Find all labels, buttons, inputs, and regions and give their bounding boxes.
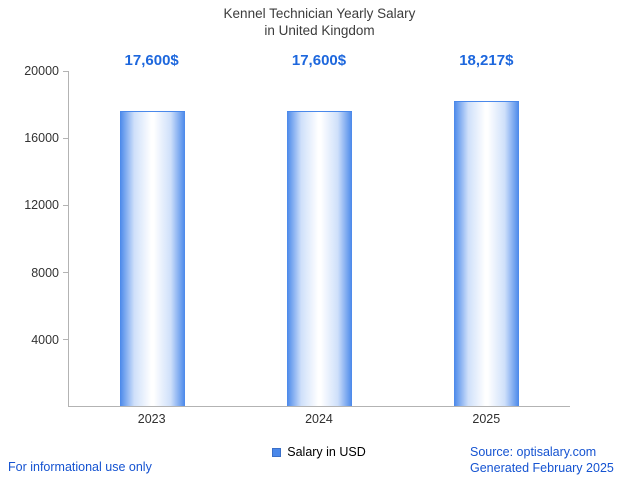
y-tick-label: 8000 bbox=[31, 265, 59, 280]
bar-slot bbox=[403, 71, 570, 406]
value-labels-row: 17,600$ 17,600$ 18,217$ bbox=[68, 52, 570, 72]
value-label-2025: 18,217$ bbox=[459, 52, 514, 69]
value-label-2024: 17,600$ bbox=[291, 52, 347, 69]
bars-row bbox=[69, 71, 570, 406]
y-tick-8000: 8000 bbox=[31, 266, 68, 280]
plot-area bbox=[68, 71, 570, 407]
chart-title-line2: in United Kingdom bbox=[264, 23, 375, 38]
source-text: Source: optisalary.com bbox=[470, 445, 597, 459]
y-tick-label: 4000 bbox=[31, 332, 59, 347]
y-axis: 4000 8000 12000 16000 20000 bbox=[12, 64, 68, 407]
x-tick-label-2024: 2024 bbox=[305, 412, 333, 426]
disclaimer-text: For informational use only bbox=[8, 460, 152, 474]
y-tick-12000: 12000 bbox=[24, 198, 68, 212]
generated-text: Generated February 2025 bbox=[470, 461, 614, 475]
y-tick-label: 20000 bbox=[24, 64, 59, 78]
y-tick-mark bbox=[63, 70, 68, 72]
chart-title: Kennel Technician Yearly Salary in Unite… bbox=[0, 5, 639, 39]
y-tick-mark bbox=[63, 272, 68, 274]
x-axis-labels: 2023 2024 2025 bbox=[68, 412, 570, 428]
legend-marker-icon bbox=[272, 447, 282, 457]
y-tick-4000: 4000 bbox=[31, 333, 68, 347]
y-tick-label: 16000 bbox=[24, 131, 59, 146]
y-tick-label: 12000 bbox=[24, 198, 59, 213]
bar-slot bbox=[236, 71, 403, 406]
bar-2023 bbox=[120, 111, 185, 406]
y-tick-mark bbox=[63, 204, 68, 206]
chart-title-line1: Kennel Technician Yearly Salary bbox=[223, 6, 416, 21]
y-tick-mark bbox=[63, 339, 68, 341]
y-tick-mark bbox=[63, 137, 68, 139]
bar-2025 bbox=[454, 100, 519, 406]
value-label-2023: 17,600$ bbox=[124, 52, 179, 69]
x-tick-label-2025: 2025 bbox=[472, 412, 501, 426]
legend-label: Salary in USD bbox=[287, 445, 366, 459]
y-tick-20000: 20000 bbox=[24, 64, 68, 78]
x-tick-label-2023: 2023 bbox=[137, 412, 166, 426]
legend: Salary in USD bbox=[68, 445, 570, 459]
source-block: Source: optisalary.com Generated Februar… bbox=[470, 444, 614, 476]
y-tick-16000: 16000 bbox=[24, 131, 68, 145]
bar-slot bbox=[69, 71, 236, 406]
bar-2024 bbox=[287, 111, 352, 406]
